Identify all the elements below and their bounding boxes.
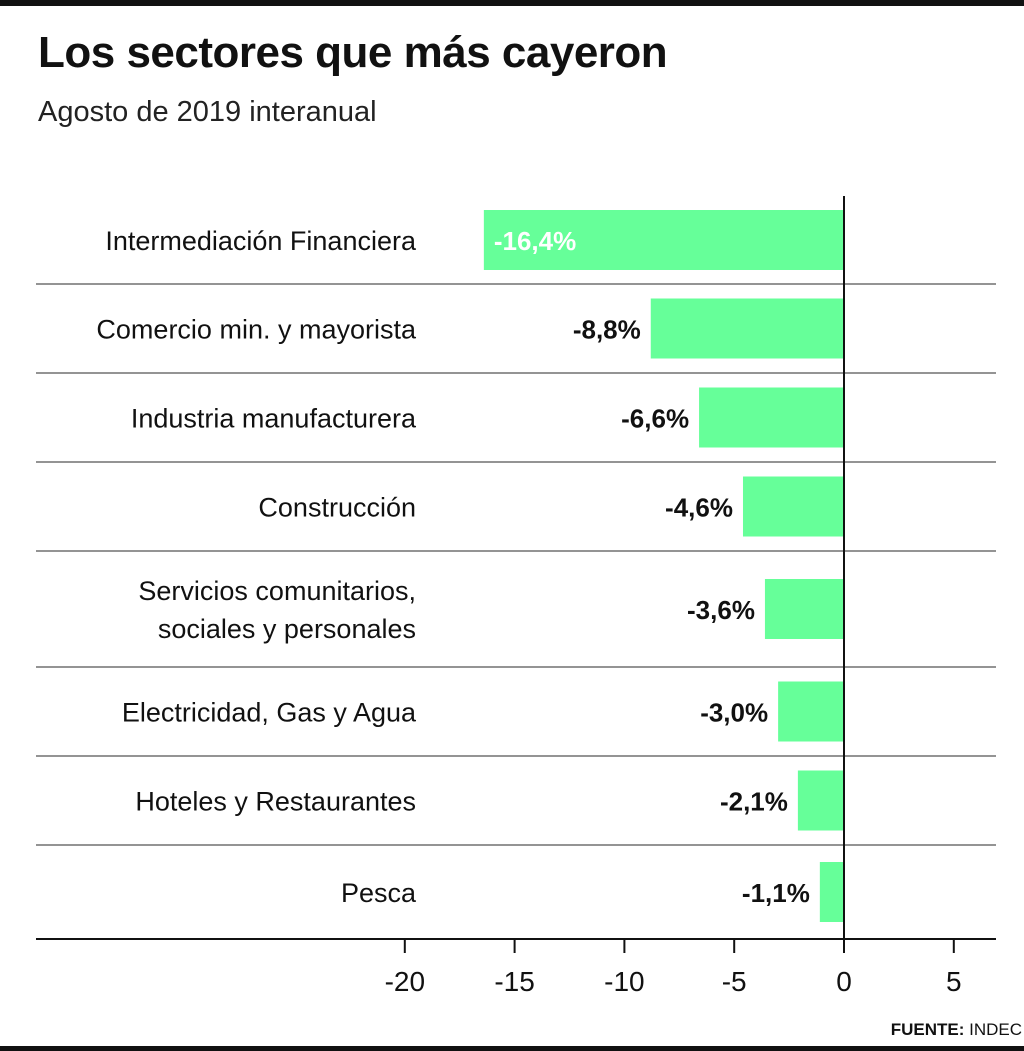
value-label: -8,8%: [573, 315, 641, 345]
bar: [742, 476, 844, 537]
bar: [778, 681, 844, 742]
chart-title: Los sectores que más cayeron: [38, 28, 668, 77]
category-label: Pesca: [341, 878, 417, 908]
category-label: Hoteles y Restaurantes: [135, 787, 416, 817]
x-tick-label: -15: [494, 966, 534, 997]
category-label: Comercio min. y mayorista: [96, 315, 417, 345]
category-label: Intermediación Financiera: [105, 226, 417, 256]
category-label: sociales y personales: [158, 614, 416, 644]
category-label: Servicios comunitarios,: [138, 576, 416, 606]
bar: [797, 770, 844, 831]
value-label: -1,1%: [742, 878, 810, 908]
value-label: -3,0%: [700, 698, 768, 728]
source-note: FUENTE: INDEC: [891, 1020, 1022, 1040]
bar: [699, 387, 844, 448]
category-label: Construcción: [258, 493, 416, 523]
x-tick-label: -10: [604, 966, 644, 997]
value-label: -4,6%: [665, 493, 733, 523]
value-label: -3,6%: [687, 595, 755, 625]
category-label: Electricidad, Gas y Agua: [122, 698, 417, 728]
bar: [650, 298, 844, 359]
top-rule: [0, 0, 1024, 6]
bar: [764, 579, 844, 639]
bottom-rule: [0, 1046, 1024, 1051]
bar: [819, 862, 844, 922]
x-tick-label: 5: [946, 966, 962, 997]
x-tick-label: -5: [722, 966, 747, 997]
source-label: FUENTE:: [890, 1020, 965, 1039]
x-tick-label: -20: [385, 966, 425, 997]
source-value: INDEC: [969, 1020, 1022, 1039]
chart-subtitle: Agosto de 2019 interanual: [38, 96, 377, 128]
x-tick-label: 0: [836, 966, 852, 997]
value-label: -2,1%: [720, 787, 788, 817]
value-label: -6,6%: [621, 404, 689, 434]
bar: [483, 210, 844, 270]
value-label: -16,4%: [494, 226, 576, 256]
category-label: Industria manufacturera: [131, 404, 417, 434]
